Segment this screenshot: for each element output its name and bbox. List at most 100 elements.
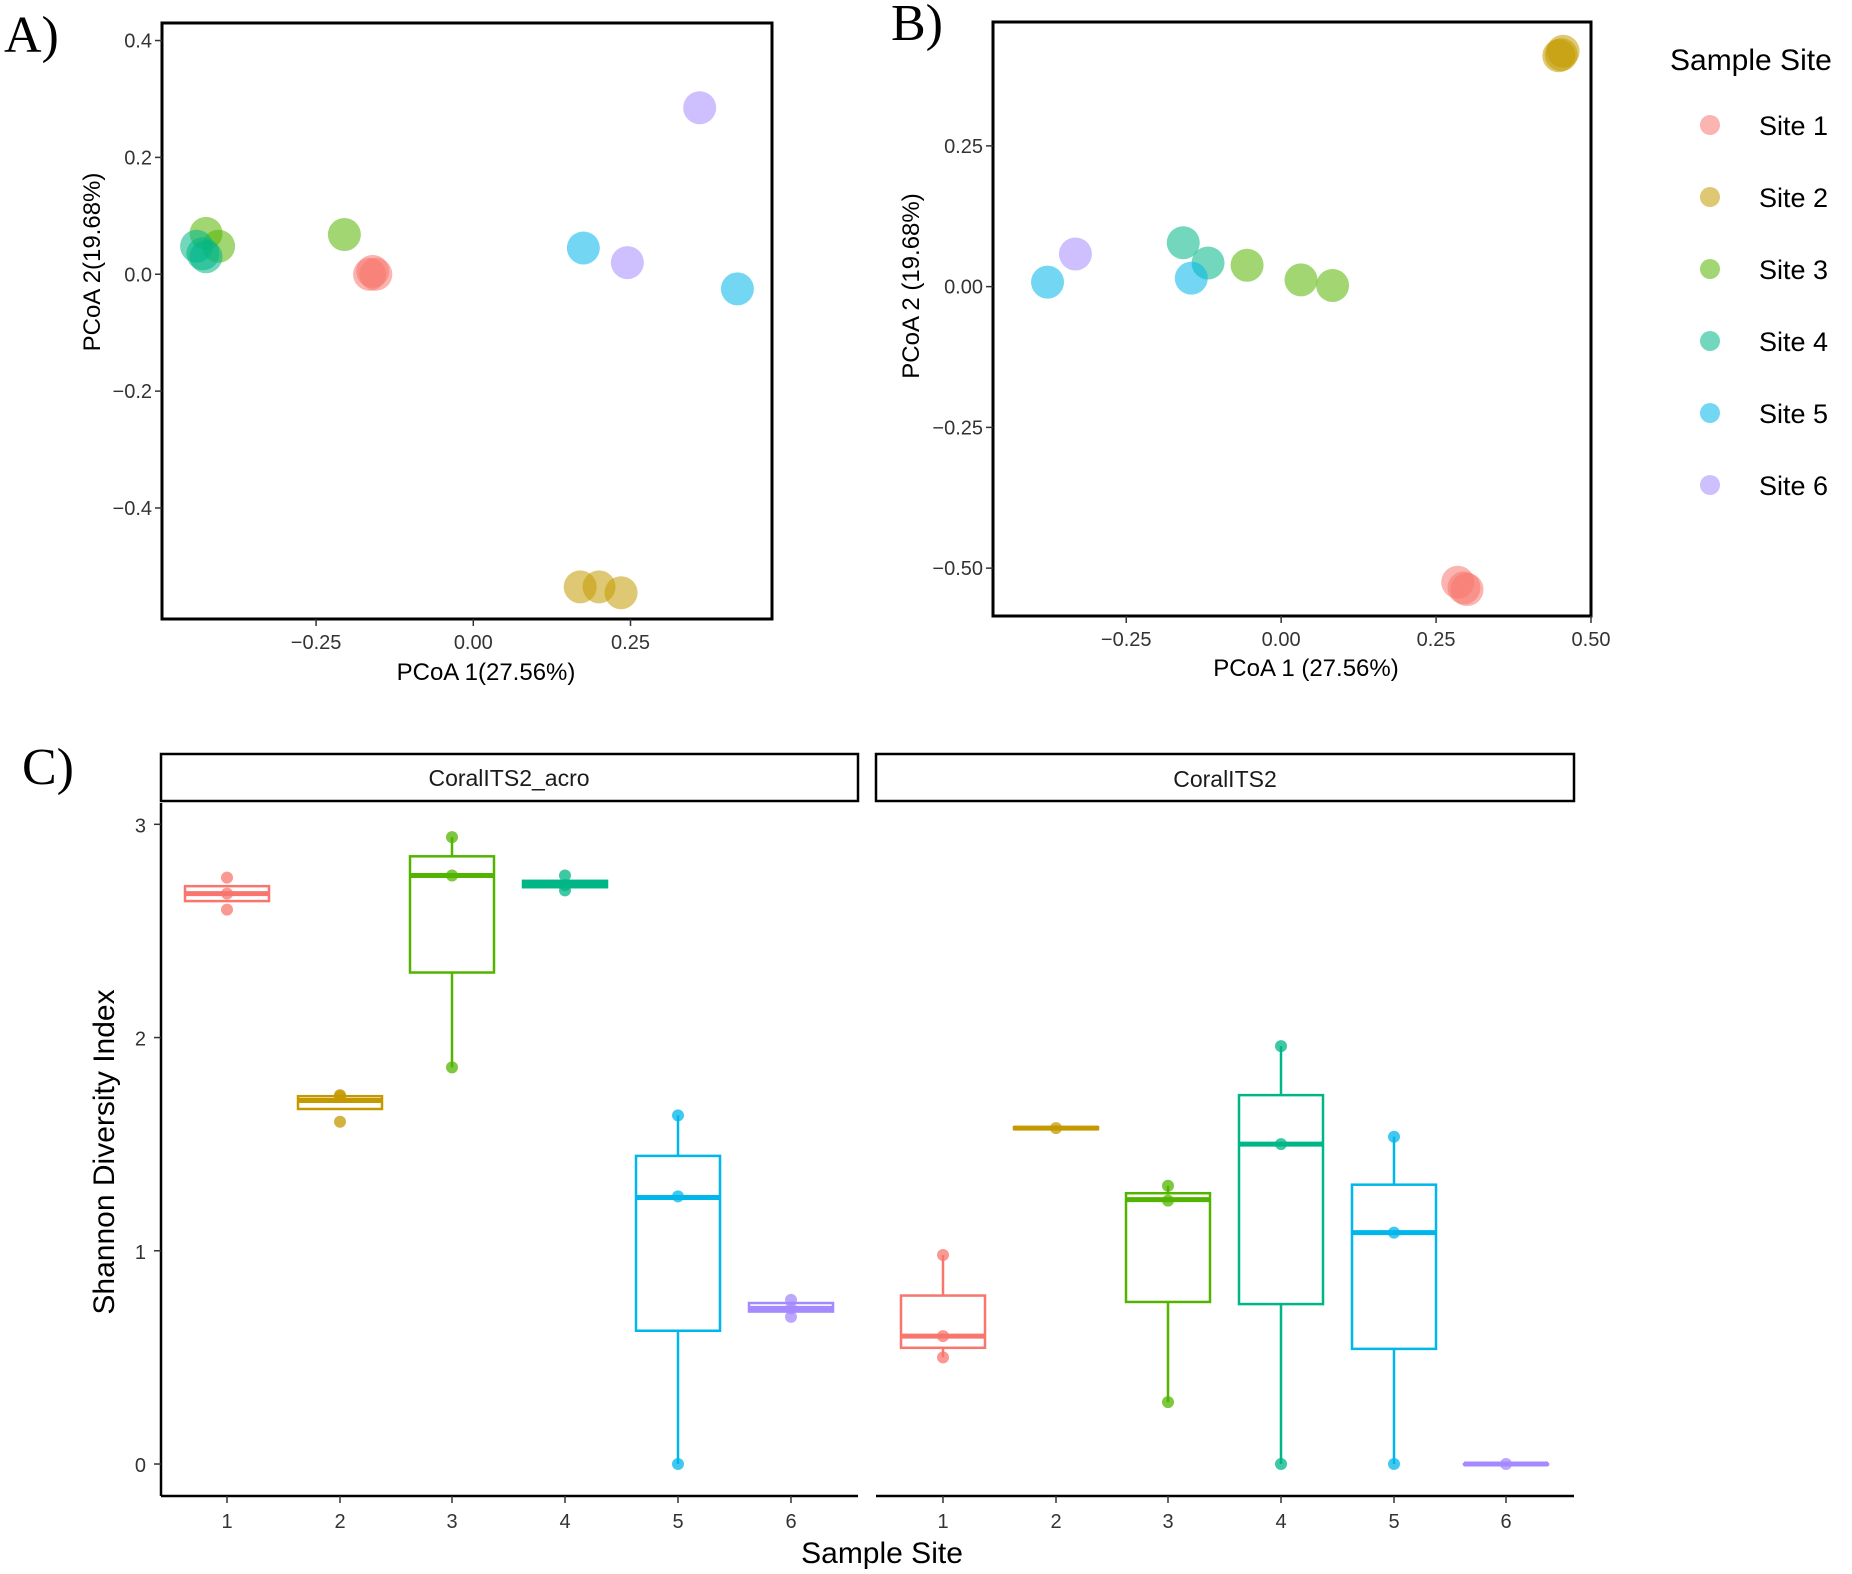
y-tick-label: 0.2 — [124, 147, 152, 169]
panel-a-points — [180, 91, 754, 610]
x-tick-label: 5 — [672, 1511, 683, 1533]
data-point — [785, 1310, 797, 1323]
point-site-3 — [1316, 268, 1350, 302]
data-point — [1162, 1396, 1174, 1409]
box-site-6 — [1462, 1458, 1550, 1471]
box-site-4 — [1237, 1040, 1325, 1471]
point-site-4 — [1166, 226, 1200, 260]
point-site-3 — [1284, 263, 1318, 297]
legend-key-site-1 — [1700, 115, 1720, 135]
data-point — [446, 1061, 458, 1074]
panel-a-x-title: PCoA 1(27.56%) — [397, 659, 576, 686]
data-point — [334, 1115, 346, 1128]
x-tick-label: 6 — [785, 1511, 796, 1533]
panel-b-points — [1031, 34, 1580, 607]
data-point — [334, 1089, 346, 1102]
data-point — [1162, 1194, 1174, 1207]
data-point — [672, 1190, 684, 1203]
point-site-4 — [189, 240, 223, 274]
x-tick-label: 4 — [1275, 1511, 1286, 1533]
data-point — [937, 1249, 949, 1262]
legend-key-site-3 — [1700, 259, 1720, 279]
panel-b-y-title: PCoA 2 (19.68%) — [898, 193, 925, 378]
facet-strip-2-label: CoralITS2 — [1173, 766, 1277, 792]
legend-label-site-5: Site 5 — [1759, 399, 1828, 429]
data-point — [1275, 1040, 1287, 1053]
point-site-2 — [1546, 34, 1580, 68]
y-tick-label: 0.25 — [944, 136, 983, 158]
data-point — [221, 871, 233, 884]
box-iqr — [899, 1294, 987, 1350]
box-site-4 — [521, 869, 609, 897]
data-point — [1162, 1179, 1174, 1192]
point-site-6 — [610, 246, 644, 280]
y-tick-label: −0.25 — [932, 417, 983, 439]
legend-key-site-5 — [1700, 403, 1720, 423]
x-tick-label: 0.50 — [1572, 629, 1611, 651]
x-tick-label: 2 — [1050, 1511, 1061, 1533]
panel-b-axes: −0.25 0.00 0.25 0.50 0.25 0.00 −0.25 −0.50 — [932, 136, 1610, 651]
data-point — [1388, 1458, 1400, 1471]
x-tick-label: 2 — [334, 1511, 345, 1533]
panel-c-x-title: Sample Site — [801, 1537, 963, 1570]
legend-items: Site 1 Site 2 Site 3 Site 4 Site 5 Site 6 — [1700, 111, 1828, 501]
facet-strip-1-label: CoralITS2_acro — [428, 765, 589, 791]
box-site-5 — [1350, 1130, 1438, 1471]
box-site-2 — [1012, 1122, 1100, 1135]
data-point — [1050, 1122, 1062, 1135]
data-point — [785, 1302, 797, 1315]
point-site-2 — [604, 576, 638, 610]
panel-a-y-title: PCoA 2(19.68%) — [79, 173, 106, 352]
data-point — [221, 903, 233, 916]
point-site-6 — [1058, 237, 1092, 271]
data-point — [785, 1293, 797, 1306]
box-site-5 — [634, 1109, 722, 1471]
box-iqr — [408, 855, 496, 974]
data-point — [559, 879, 571, 892]
data-point — [1388, 1226, 1400, 1239]
panel-c-content: 0 1 2 3 1 2 3 4 5 6 1 2 3 4 5 6 — [135, 803, 1574, 1533]
panel-a-axes: −0.25 0.00 0.25 0.4 0.2 0.0 −0.2 −0.4 — [113, 31, 650, 654]
panel-b-pcoa-plot: −0.25 0.00 0.25 0.50 0.25 0.00 −0.25 −0.50 PCoA… — [898, 20, 1610, 682]
x-tick-label: 3 — [1162, 1511, 1173, 1533]
box-site-6 — [747, 1293, 835, 1323]
x-tick-label: 4 — [559, 1511, 570, 1533]
x-tick-label: 0.00 — [1262, 629, 1301, 651]
box-iqr — [1237, 1093, 1325, 1306]
facet-strip-2 — [874, 752, 1576, 803]
point-site-5 — [720, 272, 754, 306]
point-site-5 — [566, 231, 600, 265]
facet-strip-1 — [159, 752, 860, 803]
y-tick-label: 0.00 — [944, 277, 983, 299]
data-point — [1388, 1130, 1400, 1143]
legend-label-site-3: Site 3 — [1759, 255, 1828, 285]
x-tick-label: 0.00 — [454, 632, 493, 654]
data-point — [446, 831, 458, 844]
data-point — [937, 1351, 949, 1364]
data-point — [672, 1109, 684, 1122]
box-site-3 — [1124, 1179, 1212, 1409]
box-site-1 — [899, 1249, 987, 1364]
legend-key-site-6 — [1700, 475, 1720, 495]
panel-b-frame — [991, 20, 1593, 618]
y-tick-label: 3 — [135, 815, 146, 837]
legend-label-site-6: Site 6 — [1759, 471, 1828, 501]
box-site-1 — [183, 871, 271, 916]
y-tick-label: −0.50 — [932, 558, 983, 580]
data-point — [221, 887, 233, 900]
y-tick-label: 0.0 — [124, 264, 152, 286]
legend-key-site-4 — [1700, 331, 1720, 351]
box-iqr — [634, 1154, 722, 1332]
x-tick-label: 6 — [1500, 1511, 1511, 1533]
legend-label-site-1: Site 1 — [1759, 111, 1828, 141]
panel-c-boxplot: CoralITS2_acro CoralITS2 0 1 2 3 1 2 3 4 5 6 1 2 3 4 5… — [88, 752, 1576, 1570]
x-tick-label: −0.25 — [1101, 629, 1152, 651]
y-tick-label: 1 — [135, 1242, 146, 1264]
panel-b-label: B) — [891, 0, 943, 52]
legend-title: Sample Site — [1670, 44, 1832, 77]
legend-label-site-4: Site 4 — [1759, 327, 1828, 357]
y-tick-label: 2 — [135, 1029, 146, 1051]
box-site-3 — [408, 831, 496, 1074]
panel-c-y-title: Shannon Diversity Index — [88, 989, 121, 1314]
